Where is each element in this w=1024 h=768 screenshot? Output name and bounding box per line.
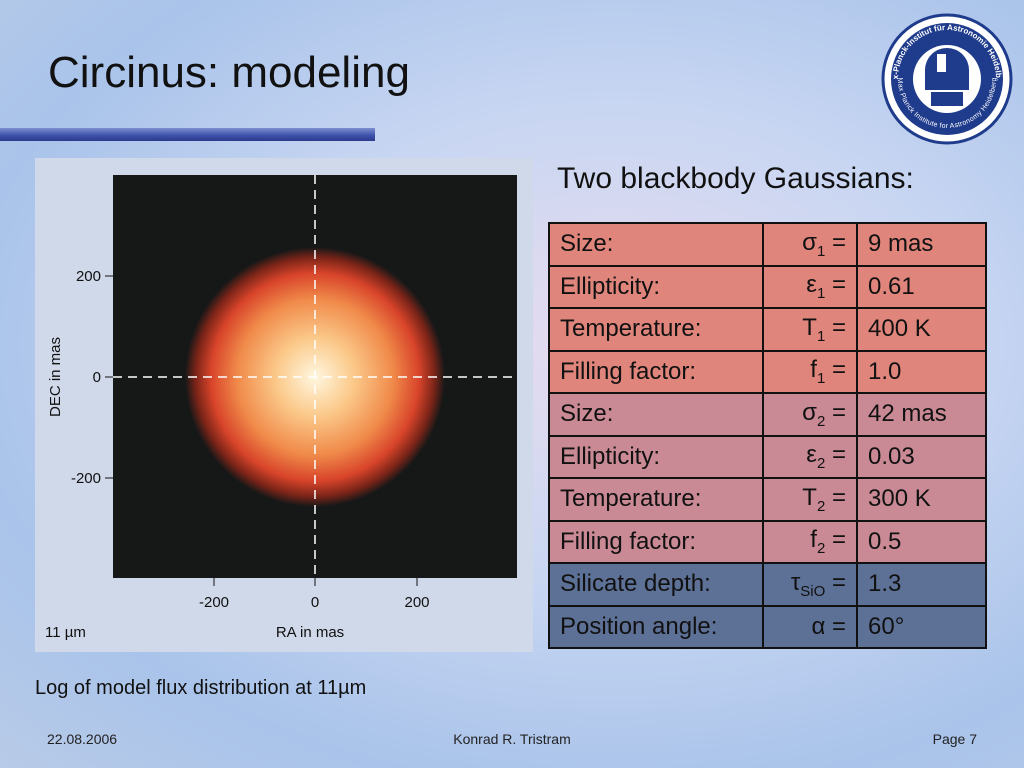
wavelength-label: 11 µm: [45, 624, 86, 641]
param-label: Size:: [548, 222, 764, 267]
y-axis-label: DEC in mas: [47, 337, 64, 417]
logo: Max-Planck-Institut für Astronomie Heide…: [880, 12, 1013, 145]
param-value: 42 mas: [856, 392, 987, 437]
symbol: α: [811, 612, 826, 640]
param-value: 1.3: [856, 562, 987, 607]
x-tick-label: 200: [404, 594, 429, 611]
param-value: 0.5: [856, 519, 987, 564]
param-symbol: τSiO =: [762, 562, 858, 607]
table-row: Temperature: T1 = 400 K: [548, 307, 987, 352]
table-row: Temperature: T2 = 300 K: [548, 477, 987, 522]
symbol-subscript: 1: [816, 327, 826, 345]
table-row: Size: σ1 = 9 mas: [548, 222, 987, 267]
parameter-table: Size: σ1 = 9 mas Ellipticity: ε1 = 0.61 Temper…: [548, 222, 987, 649]
equals: =: [831, 483, 846, 511]
equals: =: [831, 526, 846, 554]
equals: =: [831, 568, 846, 596]
param-value: 60°: [856, 604, 987, 649]
param-label: Silicate depth:: [548, 562, 764, 607]
symbol: ε: [806, 441, 817, 469]
figure: 200 0 -200 -200 0 200 DEC in mas RA in m…: [45, 175, 517, 641]
symbol: f: [810, 526, 817, 554]
symbol-subscript: 2: [816, 455, 826, 473]
param-symbol: f2 =: [762, 519, 858, 564]
x-tick-label: -200: [199, 594, 229, 611]
caption: Log of model flux distribution at 11µm: [35, 677, 367, 699]
symbol-subscript: 2: [816, 412, 826, 430]
footer-page: Page 7: [932, 731, 977, 747]
equals: =: [831, 356, 846, 384]
table-row: Ellipticity: ε1 = 0.61: [548, 264, 987, 309]
param-value: 0.61: [856, 264, 987, 309]
table-row: Size: σ2 = 42 mas: [548, 392, 987, 437]
param-symbol: ε1 =: [762, 264, 858, 309]
param-symbol: σ2 =: [762, 392, 858, 437]
param-value: 300 K: [856, 477, 987, 522]
table-body: Size: σ1 = 9 mas Ellipticity: ε1 = 0.61 Temper…: [548, 222, 987, 649]
param-value: 0.03: [856, 434, 987, 479]
y-tick-label: 200: [76, 268, 101, 285]
symbol-subscript: SiO: [800, 582, 826, 600]
title: Circinus: modeling: [48, 48, 410, 97]
symbol: T: [802, 313, 817, 341]
symbol: T: [802, 483, 817, 511]
param-symbol: T2 =: [762, 477, 858, 522]
table-row: Ellipticity: ε2 = 0.03: [548, 434, 987, 479]
param-symbol: f1 =: [762, 349, 858, 394]
param-symbol: α =: [762, 604, 858, 649]
symbol: f: [810, 356, 817, 384]
param-label: Ellipticity:: [548, 264, 764, 309]
footer-author: Konrad R. Tristram: [453, 731, 571, 747]
y-tick-label: 0: [93, 369, 101, 386]
table-row: Filling factor: f2 = 0.5: [548, 519, 987, 564]
symbol: τ: [790, 568, 801, 596]
x-axis-label: RA in mas: [276, 624, 344, 641]
param-label: Position angle:: [548, 604, 764, 649]
y-tick-label: -200: [71, 470, 101, 487]
symbol-subscript: 2: [816, 540, 826, 558]
symbol: σ: [802, 398, 817, 426]
param-value: 9 mas: [856, 222, 987, 267]
param-label: Filling factor:: [548, 349, 764, 394]
x-tick-label: 0: [311, 594, 319, 611]
param-value: 1.0: [856, 349, 987, 394]
equals: =: [831, 612, 846, 640]
param-label: Temperature:: [548, 477, 764, 522]
equals: =: [831, 398, 846, 426]
equals: =: [831, 441, 846, 469]
table-heading: Two blackbody Gaussians:: [557, 162, 914, 195]
symbol-subscript: 1: [816, 285, 826, 303]
symbol: σ: [802, 228, 817, 256]
symbol: ε: [806, 271, 817, 299]
title-bar: [0, 128, 375, 141]
symbol-subscript: 1: [816, 242, 826, 260]
param-label: Filling factor:: [548, 519, 764, 564]
table-row: Silicate depth: τSiO = 1.3: [548, 562, 987, 607]
param-symbol: T1 =: [762, 307, 858, 352]
table-row: Position angle: α = 60°: [548, 604, 987, 649]
symbol-subscript: 2: [816, 497, 826, 515]
param-label: Size:: [548, 392, 764, 437]
footer-date: 22.08.2006: [47, 731, 118, 747]
param-label: Ellipticity:: [548, 434, 764, 479]
param-value: 400 K: [856, 307, 987, 352]
table-row: Filling factor: f1 = 1.0: [548, 349, 987, 394]
equals: =: [831, 313, 846, 341]
param-label: Temperature:: [548, 307, 764, 352]
symbol-subscript: 1: [816, 370, 826, 388]
equals: =: [831, 228, 846, 256]
param-symbol: σ1 =: [762, 222, 858, 267]
param-symbol: ε2 =: [762, 434, 858, 479]
equals: =: [831, 271, 846, 299]
